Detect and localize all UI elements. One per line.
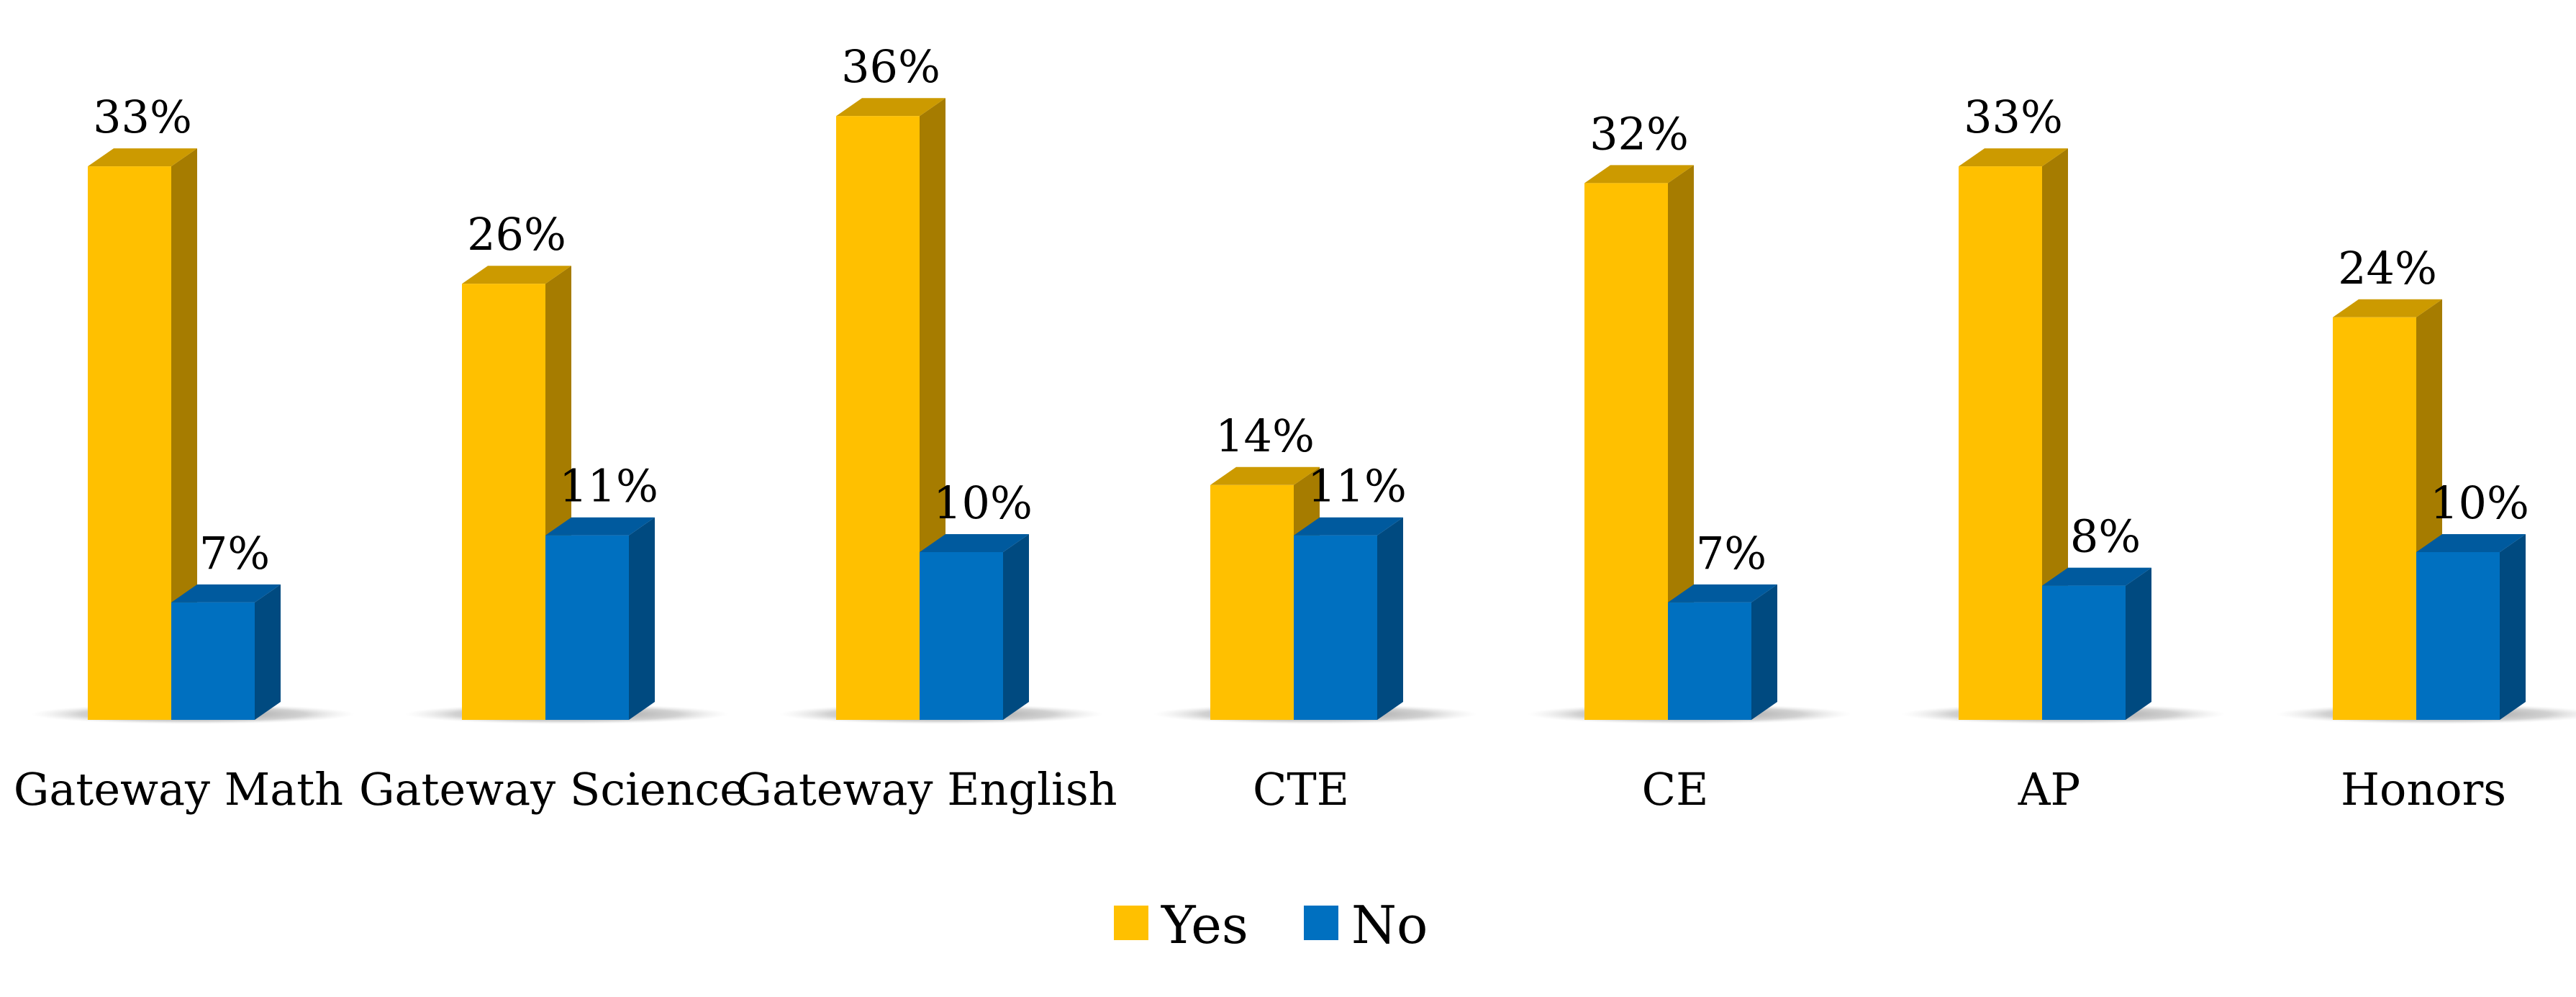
- data-label-yes-1: 26%: [467, 208, 566, 261]
- bar-yes-5-front: [1959, 166, 2042, 721]
- data-label-yes-3: 14%: [1215, 410, 1315, 462]
- bar-yes-5-top: [1959, 148, 2068, 167]
- bar-yes-0-front: [88, 166, 171, 721]
- bar-yes-1-front: [462, 284, 545, 720]
- data-label-no-3: 11%: [1307, 460, 1407, 513]
- legend-item-yes-swatch: [1114, 906, 1148, 940]
- bar-yes-1: [462, 266, 571, 720]
- bar-yes-0-side: [171, 148, 197, 721]
- bar-yes-2: [836, 98, 945, 720]
- category-label-2: Gateway English: [736, 763, 1117, 816]
- category-label-6: Honors: [2341, 763, 2506, 816]
- bar-no-3: [1294, 517, 1403, 720]
- bar-no-6-front: [2416, 552, 2500, 720]
- data-label-yes-2: 36%: [841, 40, 940, 93]
- data-label-no-0: 7%: [199, 527, 270, 579]
- data-label-no-1: 11%: [559, 460, 658, 513]
- bar-no-4-side: [1751, 584, 1777, 720]
- category-label-1: Gateway Science: [359, 763, 746, 816]
- bar-yes-4-side: [1668, 165, 1694, 720]
- bar-no-2-top: [920, 534, 1029, 552]
- bar-no-3-side: [1377, 517, 1403, 720]
- bar-no-0-top: [171, 584, 281, 603]
- legend: Yes No: [1114, 895, 1428, 955]
- category-label-4: CE: [1642, 763, 1709, 816]
- data-label-no-4: 7%: [1696, 527, 1767, 579]
- bar-no-1-front: [545, 535, 629, 720]
- bar-no-1-top: [545, 517, 655, 536]
- bar-yes-5: [1959, 148, 2068, 721]
- bar-no-6: [2416, 534, 2526, 720]
- data-labels: 33%7%26%11%36%10%14%11%32%7%33%8%24%10%: [93, 40, 2529, 579]
- bar-yes-2-top: [836, 98, 945, 117]
- data-label-no-5: 8%: [2070, 510, 2141, 563]
- category-label-3: CTE: [1253, 763, 1349, 816]
- bar-no-2: [920, 534, 1029, 720]
- bar-no-0-front: [171, 602, 255, 720]
- bar-yes-3-front: [1210, 484, 1294, 720]
- legend-item-no-swatch: [1304, 906, 1338, 940]
- bar-no-5: [2042, 567, 2151, 720]
- data-label-no-2: 10%: [933, 477, 1033, 529]
- bar-yes-6-top: [2333, 299, 2442, 317]
- bar-no-4: [1668, 584, 1777, 720]
- bar-no-2-side: [1003, 534, 1029, 720]
- bar-yes-6-front: [2333, 317, 2416, 720]
- bar-no-1: [545, 517, 655, 720]
- legend-item-no: No: [1304, 895, 1428, 955]
- bar-no-5-front: [2042, 585, 2126, 720]
- bar-no-5-top: [2042, 567, 2151, 586]
- data-label-yes-5: 33%: [1964, 91, 2063, 143]
- data-label-no-6: 10%: [2430, 477, 2529, 529]
- bar-no-1-side: [629, 517, 655, 720]
- bar-yes-3-top: [1210, 466, 1320, 485]
- legend-item-no-label: No: [1351, 895, 1428, 955]
- bar-yes-1-top: [462, 266, 571, 284]
- bar-yes-0-top: [88, 148, 197, 167]
- data-label-yes-4: 32%: [1589, 107, 1689, 160]
- bar-no-0-side: [255, 584, 281, 720]
- bars: [88, 98, 2526, 721]
- bar-no-6-top: [2416, 534, 2526, 552]
- bar-no-4-front: [1668, 602, 1751, 720]
- bar-no-2-front: [920, 552, 1003, 720]
- legend-item-yes: Yes: [1114, 895, 1248, 955]
- bar-no-3-front: [1294, 535, 1377, 720]
- data-label-yes-6: 24%: [2338, 242, 2437, 294]
- bar-yes-2-front: [836, 116, 920, 720]
- bar-yes-4-front: [1584, 183, 1668, 720]
- bar-no-4-top: [1668, 584, 1777, 603]
- bar-yes-4: [1584, 165, 1694, 720]
- bar-no-0: [171, 584, 281, 720]
- category-label-0: Gateway Math: [14, 763, 343, 816]
- bar-yes-0: [88, 148, 197, 721]
- bar-no-5-side: [2126, 567, 2151, 720]
- bar-yes-4-top: [1584, 165, 1694, 184]
- category-label-5: AP: [2018, 763, 2081, 816]
- legend-item-yes-label: Yes: [1161, 895, 1248, 955]
- bar-no-3-top: [1294, 517, 1403, 536]
- data-label-yes-0: 33%: [93, 91, 192, 143]
- bar-no-6-side: [2500, 534, 2526, 720]
